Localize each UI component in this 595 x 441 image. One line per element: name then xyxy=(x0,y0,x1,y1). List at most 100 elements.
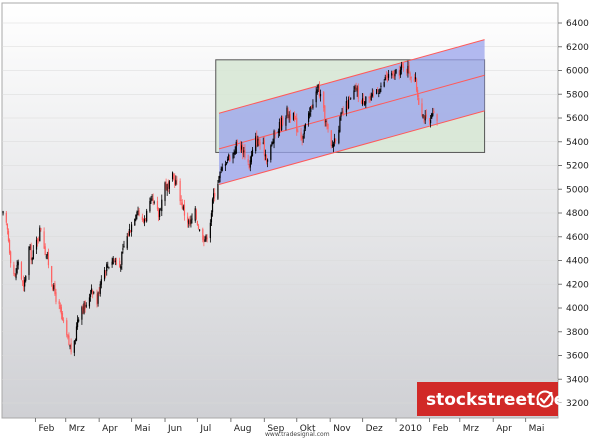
channel-mid-line xyxy=(218,74,485,150)
brand-badge[interactable]: stockstreet.de xyxy=(417,382,565,416)
candle-body xyxy=(21,281,24,283)
candle-body xyxy=(433,111,435,113)
candle-body xyxy=(2,211,4,214)
candle-body xyxy=(331,144,333,146)
candle-body xyxy=(243,150,245,153)
candle-body xyxy=(78,319,80,322)
candle-body xyxy=(144,218,147,220)
candle-body xyxy=(403,66,405,68)
candle-body xyxy=(29,246,31,249)
candle-body xyxy=(203,239,205,242)
candle-body xyxy=(414,77,417,80)
y-axis: 3200 3400 3600 3800 4000 4200 4400 4600 4800 5000… xyxy=(558,19,589,409)
candle-body xyxy=(285,117,287,126)
candle-body xyxy=(136,211,138,216)
candle-body xyxy=(232,153,234,159)
candle-body xyxy=(377,91,379,93)
candle-body xyxy=(218,176,220,183)
candle-body xyxy=(189,218,191,225)
candle-body xyxy=(152,198,154,202)
candle-body xyxy=(115,262,118,264)
candle-body xyxy=(85,304,87,307)
candle-body xyxy=(213,193,215,199)
candle-body xyxy=(214,192,216,197)
candle-body xyxy=(413,79,416,82)
candle-body xyxy=(301,136,303,141)
candle-body xyxy=(281,118,283,131)
candle-body xyxy=(303,129,305,135)
candle-body xyxy=(28,247,30,276)
candle-body xyxy=(431,113,433,119)
y-tick-label: 5400 xyxy=(566,138,589,148)
candle-body xyxy=(167,182,169,188)
candle-body xyxy=(44,246,46,256)
x-tick-label: 2010 xyxy=(399,424,422,434)
candle-body xyxy=(371,93,373,97)
candle-body xyxy=(356,87,358,92)
candle-body xyxy=(272,141,274,144)
candle-body xyxy=(120,266,122,269)
candle-body xyxy=(255,136,257,152)
candle-body xyxy=(83,303,85,314)
candle-body xyxy=(126,236,128,249)
candle-body xyxy=(58,301,60,305)
candle-body xyxy=(69,345,71,347)
candle-body xyxy=(46,254,48,256)
candle-body xyxy=(60,307,62,315)
candle-body xyxy=(421,103,423,117)
y-tick-label: 6000 xyxy=(566,67,589,77)
candle-body xyxy=(119,260,121,268)
candle-body xyxy=(293,114,296,120)
candle-body xyxy=(92,290,94,295)
candle-body xyxy=(409,72,411,76)
candle-body xyxy=(259,142,261,145)
candle-body xyxy=(244,149,246,159)
candle-body xyxy=(250,155,252,163)
x-tick-label: Mrz xyxy=(463,424,479,434)
candle-body xyxy=(376,89,378,95)
x-tick-label: Jun xyxy=(167,424,182,434)
brand-background xyxy=(417,382,558,416)
candle-body xyxy=(66,320,68,336)
candle-body xyxy=(353,90,355,100)
candle-body xyxy=(247,159,249,163)
candle-body xyxy=(286,107,288,116)
candle-body xyxy=(266,159,269,162)
candle-body xyxy=(75,326,78,341)
candle-body xyxy=(122,248,124,250)
candle-body xyxy=(339,117,341,132)
candle-body xyxy=(395,69,397,74)
candle-body xyxy=(51,266,53,283)
y-tick-label: 3800 xyxy=(566,328,589,338)
candle-body xyxy=(241,145,243,150)
candle-body xyxy=(73,340,75,353)
candle-body xyxy=(365,96,367,104)
candle-body xyxy=(399,69,401,76)
candle-body xyxy=(197,225,200,230)
candle-body xyxy=(355,85,357,91)
candle-body xyxy=(176,179,178,181)
candle-body xyxy=(287,109,289,117)
candle-body xyxy=(112,258,114,265)
candle-body xyxy=(325,120,327,123)
candle-body xyxy=(16,265,18,273)
candle-body xyxy=(175,180,177,185)
candle-body xyxy=(62,320,65,322)
candle-body xyxy=(326,122,328,126)
candle-body xyxy=(97,292,99,304)
candle-body xyxy=(372,93,374,94)
candle-body xyxy=(423,115,425,123)
y-tick-label: 4000 xyxy=(566,304,589,314)
x-tick-label: Mai xyxy=(135,424,151,434)
candle-body xyxy=(181,202,183,209)
candle-body xyxy=(165,181,167,189)
x-axis: Feb Mrz Apr Mai Jun Jul Aug Sep Okt Nov Dez 2010 Feb… xyxy=(34,418,544,434)
candle-body xyxy=(297,130,299,132)
candle-body xyxy=(210,213,213,223)
candle-body xyxy=(407,65,409,74)
candle-body xyxy=(234,151,236,155)
candle-body xyxy=(384,77,386,81)
candle-body xyxy=(141,216,143,221)
candle-body xyxy=(143,219,146,223)
candle-body xyxy=(205,235,207,240)
